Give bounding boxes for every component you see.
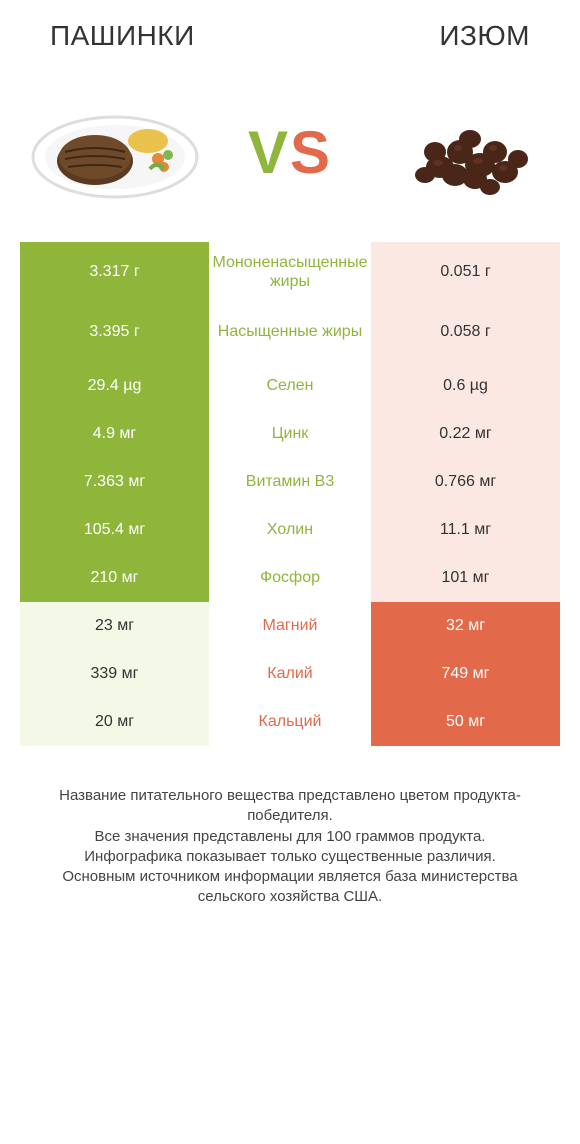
table-row: 3.395 гНасыщенные жиры0.058 г: [20, 302, 560, 362]
table-row: 210 мгФосфор101 мг: [20, 554, 560, 602]
right-value-cell: 11.1 мг: [371, 506, 560, 554]
left-value-cell: 23 мг: [20, 602, 209, 650]
table-row: 29.4 µgСелен0.6 µg: [20, 362, 560, 410]
left-value-cell: 7.363 мг: [20, 458, 209, 506]
left-value-cell: 210 мг: [20, 554, 209, 602]
nutrient-label-cell: Холин: [209, 506, 371, 554]
nutrient-label-cell: Кальций: [209, 698, 371, 746]
left-value-cell: 3.395 г: [20, 302, 209, 362]
footer-notes: Название питательного вещества представл…: [20, 786, 560, 908]
table-row: 20 мгКальций50 мг: [20, 698, 560, 746]
left-food-image: [30, 92, 200, 212]
raisins-icon: [380, 97, 550, 207]
left-value-cell: 3.317 г: [20, 242, 209, 302]
vs-label: VS: [248, 118, 332, 187]
right-food-title: ИЗЮМ: [439, 20, 530, 52]
table-row: 4.9 мгЦинк0.22 мг: [20, 410, 560, 458]
vs-row: VS: [20, 62, 560, 242]
left-value-cell: 105.4 мг: [20, 506, 209, 554]
footer-line: Все значения представлены для 100 граммо…: [30, 827, 550, 847]
table-row: 3.317 гМононенасыщенные жиры0.051 г: [20, 242, 560, 302]
nutrient-label-cell: Магний: [209, 602, 371, 650]
right-value-cell: 101 мг: [371, 554, 560, 602]
nutrient-label-cell: Цинк: [209, 410, 371, 458]
footer-line: Основным источником информации является …: [30, 867, 550, 908]
left-food-title: ПАШИНКИ: [50, 20, 195, 52]
right-value-cell: 0.766 мг: [371, 458, 560, 506]
right-food-image: [380, 92, 550, 212]
nutrient-label-cell: Калий: [209, 650, 371, 698]
right-value-cell: 32 мг: [371, 602, 560, 650]
table-row: 339 мгКалий749 мг: [20, 650, 560, 698]
nutrient-label-cell: Витамин B3: [209, 458, 371, 506]
footer-line: Инфографика показывает только существенн…: [30, 847, 550, 867]
nutrient-table: 3.317 гМононенасыщенные жиры0.051 г3.395…: [20, 242, 560, 746]
vs-s: S: [290, 119, 332, 186]
footer-line: Название питательного вещества представл…: [30, 786, 550, 827]
right-value-cell: 0.22 мг: [371, 410, 560, 458]
nutrient-label-cell: Фосфор: [209, 554, 371, 602]
right-value-cell: 50 мг: [371, 698, 560, 746]
meat-plate-icon: [30, 97, 200, 207]
table-row: 7.363 мгВитамин B30.766 мг: [20, 458, 560, 506]
table-row: 105.4 мгХолин11.1 мг: [20, 506, 560, 554]
nutrient-label-cell: Мононенасыщенные жиры: [209, 242, 371, 302]
right-value-cell: 0.051 г: [371, 242, 560, 302]
nutrient-label-cell: Селен: [209, 362, 371, 410]
left-value-cell: 29.4 µg: [20, 362, 209, 410]
left-value-cell: 339 мг: [20, 650, 209, 698]
left-value-cell: 4.9 мг: [20, 410, 209, 458]
right-value-cell: 0.6 µg: [371, 362, 560, 410]
right-value-cell: 0.058 г: [371, 302, 560, 362]
nutrient-label-cell: Насыщенные жиры: [209, 302, 371, 362]
left-value-cell: 20 мг: [20, 698, 209, 746]
table-row: 23 мгМагний32 мг: [20, 602, 560, 650]
comparison-header: ПАШИНКИ ИЗЮМ: [20, 20, 560, 62]
vs-v: V: [248, 119, 290, 186]
right-value-cell: 749 мг: [371, 650, 560, 698]
